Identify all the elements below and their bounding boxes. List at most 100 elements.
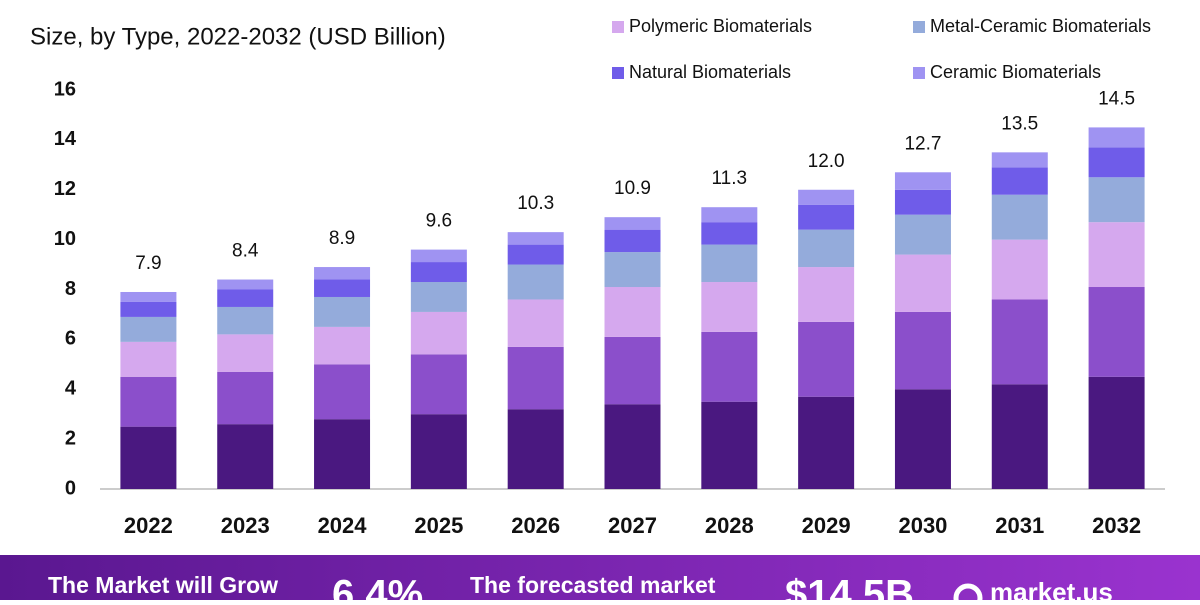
total-label: 10.9 — [614, 178, 651, 199]
bar-segment — [217, 306, 274, 335]
bar-segment — [991, 194, 1048, 240]
legend-swatch — [612, 67, 624, 79]
bar-segment — [120, 316, 177, 342]
legend-label: Natural Biomaterials — [629, 62, 791, 82]
bar-segment — [798, 229, 855, 268]
bar-segment — [120, 426, 177, 489]
bar-segment — [604, 404, 661, 489]
y-tick-label: 8 — [65, 278, 76, 300]
bar-segment — [120, 291, 177, 302]
brand-logo — [953, 583, 983, 605]
x-tick-label: 2028 — [705, 513, 754, 538]
bar-segment — [701, 401, 758, 489]
bar-segment — [507, 264, 564, 300]
banner-text: The forecasted market — [470, 572, 716, 598]
total-label: 11.3 — [712, 168, 748, 189]
total-label: 12.0 — [808, 151, 845, 172]
total-label: 12.7 — [904, 133, 941, 154]
x-tick-label: 2024 — [318, 513, 368, 538]
bar-segment — [410, 249, 467, 263]
x-tick-label: 2026 — [511, 513, 560, 538]
x-tick-label: 2022 — [124, 513, 173, 538]
bar-segment — [217, 371, 274, 425]
bar-segment — [410, 311, 467, 355]
legend-swatch — [913, 67, 925, 79]
bar-segment — [798, 267, 855, 322]
bar-segment — [314, 326, 371, 365]
bar-segment — [410, 262, 467, 283]
bar-segment — [1088, 147, 1145, 178]
banner — [0, 555, 1200, 600]
legend-label: Polymeric Biomaterials — [629, 16, 812, 36]
bar-segment — [701, 282, 758, 332]
bar-segment — [1088, 376, 1145, 489]
bar-segment — [701, 207, 758, 223]
bar-segment — [604, 217, 661, 230]
bar-segment — [701, 222, 758, 245]
bar-segment — [991, 239, 1048, 300]
x-tick-label: 2025 — [414, 513, 463, 538]
legend-swatch — [612, 21, 624, 33]
bar-segment — [1088, 177, 1145, 223]
bar-segment — [217, 289, 274, 307]
total-label: 13.5 — [1001, 113, 1038, 134]
bar-segment — [314, 279, 371, 297]
bar-segment — [314, 364, 371, 420]
bar-segment — [604, 287, 661, 337]
bar-segment — [314, 419, 371, 489]
bar-segment — [120, 341, 177, 377]
total-label: 10.3 — [517, 193, 554, 214]
y-tick-label: 10 — [54, 228, 76, 250]
bar-segment — [604, 229, 661, 253]
banner-text: The Market will Grow — [48, 572, 278, 598]
x-tick-label: 2030 — [898, 513, 947, 538]
total-label: 9.6 — [426, 211, 452, 232]
bar-segment — [991, 152, 1048, 168]
bar-segment — [314, 267, 371, 280]
bar-segment — [507, 299, 564, 347]
y-tick-label: 4 — [65, 378, 77, 400]
bar-segment — [507, 346, 564, 410]
total-label: 7.9 — [135, 253, 161, 274]
bar-segment — [507, 409, 564, 489]
bar-segment — [894, 311, 951, 390]
bar-segment — [798, 321, 855, 397]
bar-segment — [1088, 222, 1145, 288]
bar-segment — [217, 334, 274, 372]
x-tick-label: 2027 — [608, 513, 657, 538]
banner-cagr: 6.4% — [332, 573, 423, 600]
x-tick-label: 2032 — [1092, 513, 1141, 538]
x-tick-label: 2023 — [221, 513, 270, 538]
bar-segment — [894, 389, 951, 489]
y-tick-label: 12 — [54, 178, 76, 200]
bar-segment — [410, 414, 467, 489]
legend-swatch — [913, 21, 925, 33]
bar-segment — [701, 331, 758, 402]
x-tick-label: 2031 — [995, 513, 1044, 538]
bar-segment — [604, 336, 661, 405]
total-label: 8.9 — [329, 228, 355, 249]
bar-segment — [991, 384, 1048, 489]
x-tick-label: 2029 — [802, 513, 851, 538]
total-label: 14.5 — [1098, 88, 1135, 109]
bar-segment — [1088, 287, 1145, 377]
bar-segment — [314, 296, 371, 327]
bar-segment — [991, 299, 1048, 385]
bar-segment — [410, 282, 467, 312]
bar-segment — [894, 254, 951, 312]
bar-segment — [894, 189, 951, 215]
legend-label: Ceramic Biomaterials — [930, 62, 1101, 82]
chart-title: Size, by Type, 2022-2032 (USD Billion) — [30, 23, 446, 50]
bar-segment — [507, 244, 564, 265]
bar-segment — [798, 189, 855, 205]
legend-label: Metal-Ceramic Biomaterials — [930, 16, 1151, 36]
brand: market.us — [990, 577, 1113, 600]
bar-segment — [1088, 127, 1145, 148]
y-tick-label: 0 — [65, 477, 76, 499]
y-tick-label: 6 — [65, 328, 76, 350]
bar-segment — [798, 396, 855, 489]
bar-segment — [120, 376, 177, 427]
bar-segment — [798, 204, 855, 230]
bar-segment — [217, 424, 274, 489]
